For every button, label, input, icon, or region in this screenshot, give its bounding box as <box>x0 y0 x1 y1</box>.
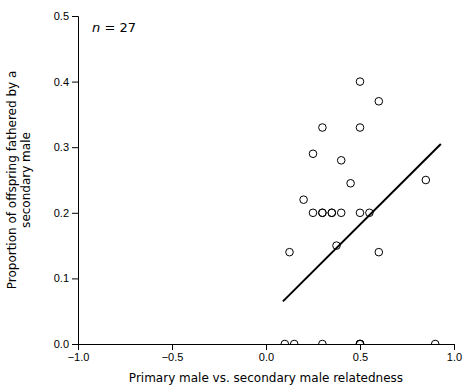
scatter-point <box>356 340 364 344</box>
y-axis-tick-label: 0.1 <box>54 272 69 284</box>
scatter-point <box>356 340 364 344</box>
scatter-point <box>328 209 336 217</box>
y-axis-tick-label: 0.4 <box>54 76 69 88</box>
y-axis-tick-mark <box>72 16 78 17</box>
y-axis-tick-mark <box>72 213 78 214</box>
y-axis-tick-label: 0.3 <box>54 141 69 153</box>
y-axis-tick-mark <box>72 82 78 83</box>
y-axis-title: Proportion of offspring fathered by asec… <box>5 71 33 290</box>
x-axis-tick-label: 0.0 <box>259 351 274 363</box>
annotation: n = 27 <box>92 20 136 35</box>
x-axis-tick-mark <box>454 344 455 350</box>
scatter-point <box>290 340 298 344</box>
x-axis-tick-label: −1.0 <box>68 351 90 363</box>
x-axis-tick: 0.5 <box>353 344 368 363</box>
scatter-point <box>309 150 317 158</box>
y-axis-tick-label: 0.5 <box>54 10 69 22</box>
x-axis-tick-mark <box>266 344 267 350</box>
scatter-point <box>281 340 289 344</box>
x-axis-line <box>79 345 455 351</box>
scatter-point <box>356 78 364 86</box>
scatter-point <box>319 209 327 217</box>
chart-container: −1.0 −0.5 0.0 0.5 1.0 0.0 0.1 0.2 0.3 0.4 0.5 n = 2… <box>0 0 474 392</box>
scatter-point <box>319 340 327 344</box>
scatter-point <box>333 242 341 250</box>
regression-line <box>283 144 441 301</box>
y-axis-tick: 0.0 <box>54 338 78 350</box>
scatter-point <box>347 179 355 187</box>
y-axis-tick-mark <box>72 278 78 279</box>
scatter-point <box>366 209 374 217</box>
scatter-point <box>422 176 430 184</box>
scatter-point <box>337 157 345 165</box>
scatter-point <box>319 209 327 217</box>
scatter-point <box>337 209 345 217</box>
x-axis-tick: −1.0 <box>68 344 90 363</box>
scatter-point <box>319 124 327 132</box>
y-axis-tick: 0.2 <box>54 207 78 219</box>
y-axis-tick-mark <box>72 147 78 148</box>
plot-area <box>281 78 441 344</box>
y-axis-tick-label: 0.0 <box>54 338 69 350</box>
x-axis-tick: −0.5 <box>162 344 184 363</box>
scatter-point <box>300 196 308 204</box>
y-axis-tick: 0.5 <box>54 10 78 22</box>
y-axis-tick: 0.3 <box>54 141 78 153</box>
scatter-point <box>286 248 294 256</box>
scatter-point <box>309 209 317 217</box>
x-axis-tick-mark <box>360 344 361 350</box>
y-axis: 0.0 0.1 0.2 0.3 0.4 0.5 <box>54 10 79 350</box>
scatter-point <box>375 97 383 105</box>
chart-svg: −1.0 −0.5 0.0 0.5 1.0 0.0 0.1 0.2 0.3 0.4 0.5 n = 2… <box>0 0 474 392</box>
y-axis-tick-label: 0.2 <box>54 207 69 219</box>
y-axis-line <box>72 17 79 345</box>
scatter-point <box>356 209 364 217</box>
x-axis-tick-label: −0.5 <box>162 351 184 363</box>
x-axis-tick: 0.0 <box>259 344 274 363</box>
y-axis-tick-mark <box>72 344 78 345</box>
scatter-point <box>328 209 336 217</box>
x-axis-tick-label: 0.5 <box>353 351 368 363</box>
scatter-point <box>431 340 439 344</box>
x-axis-tick-mark <box>172 344 173 350</box>
x-axis-tick-label: 1.0 <box>447 351 462 363</box>
y-axis-tick: 0.1 <box>54 272 78 284</box>
scatter-point <box>356 124 364 132</box>
x-axis: −1.0 −0.5 0.0 0.5 1.0 <box>68 344 463 363</box>
scatter-point <box>375 248 383 256</box>
x-axis-tick: 1.0 <box>447 344 462 363</box>
x-axis-title: Primary male vs. secondary male relatedn… <box>129 371 403 385</box>
y-axis-tick: 0.4 <box>54 76 78 88</box>
scatter-point <box>356 340 364 344</box>
